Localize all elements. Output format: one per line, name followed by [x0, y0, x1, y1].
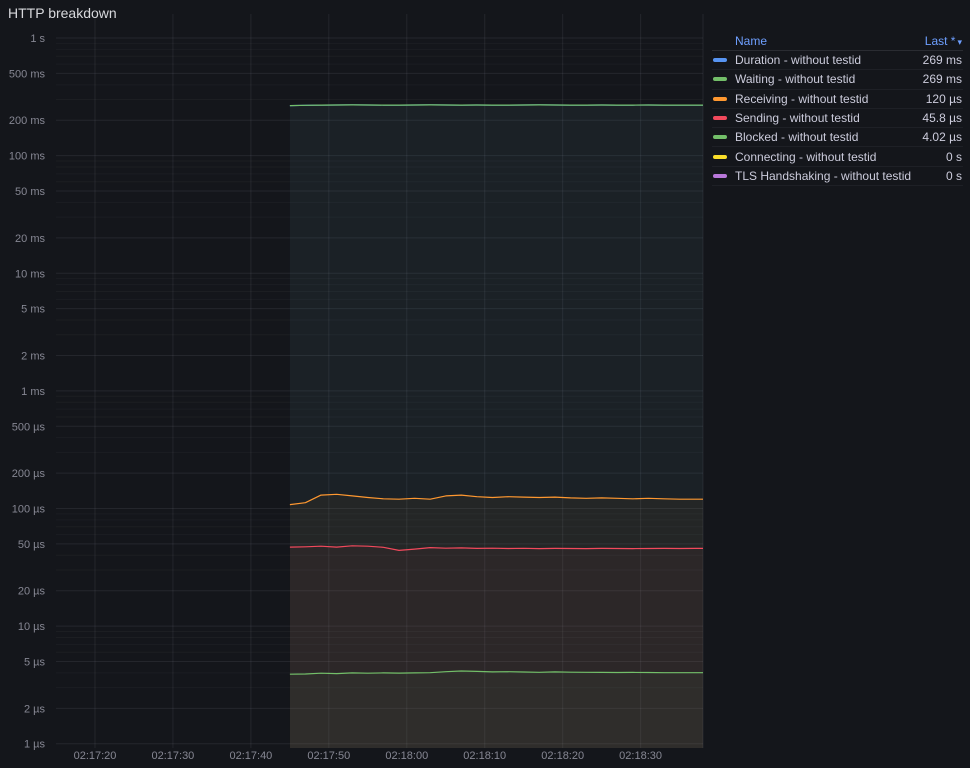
series-swatch — [713, 173, 727, 178]
series-swatch — [713, 96, 727, 101]
x-tick-label: 02:17:50 — [307, 750, 350, 762]
legend-row[interactable]: Sending - without testid 45.8 µs — [712, 109, 963, 129]
y-tick-label: 1 µs — [24, 739, 46, 751]
legend-row[interactable]: TLS Handshaking - without testid 0 s — [712, 167, 963, 187]
legend-label: Duration - without testid — [735, 53, 862, 68]
y-tick-label: 5 µs — [24, 657, 46, 669]
series-swatch — [713, 116, 727, 121]
y-tick-label: 200 ms — [9, 115, 46, 127]
chevron-down-icon: ▾ — [957, 36, 962, 47]
series-fill-duration-without-testid — [289, 104, 703, 748]
legend-rows: Duration - without testid 269 ms Waiting… — [712, 51, 963, 187]
legend-row[interactable]: Duration - without testid 269 ms — [712, 51, 963, 71]
y-tick-label: 200 µs — [12, 468, 46, 480]
y-tick-label: 1 s — [30, 33, 45, 45]
legend-value: 0 s — [945, 149, 962, 164]
y-tick-label: 2 ms — [21, 351, 45, 363]
legend-label: Sending - without testid — [735, 111, 860, 126]
legend-label: Receiving - without testid — [735, 91, 869, 106]
y-tick-label: 10 µs — [18, 621, 46, 633]
x-tick-label: 02:18:10 — [463, 750, 506, 762]
series-swatch — [713, 58, 727, 63]
legend-label: TLS Handshaking - without testid — [735, 168, 912, 183]
legend-row[interactable]: Connecting - without testid 0 s — [712, 147, 963, 167]
legend-row[interactable]: Receiving - without testid 120 µs — [712, 90, 963, 109]
legend-label: Blocked - without testid — [735, 130, 859, 145]
legend-row[interactable]: Waiting - without testid 269 ms — [712, 70, 963, 90]
y-tick-label: 2 µs — [24, 703, 46, 715]
y-tick-label: 100 ms — [9, 151, 46, 163]
x-axis: 02:17:20 02:17:30 02:17:40 02:17:50 02:18:00… — [74, 750, 662, 762]
legend-sort-label: Last * — [924, 34, 956, 48]
legend-row[interactable]: Blocked - without testid 4.02 µs — [712, 128, 963, 148]
series-swatch — [713, 135, 727, 140]
panel-title: HTTP breakdown — [8, 5, 117, 21]
legend-header: Name Last * ▾ — [712, 32, 963, 51]
series-line-receiving-without-testid — [289, 493, 703, 506]
series-fill-waiting-without-testid — [289, 104, 703, 748]
series-line-blocked-without-testid — [289, 670, 703, 675]
legend-table: Name Last * ▾ Duration - without testid … — [712, 32, 963, 187]
series-line-sending-without-testid — [289, 545, 703, 552]
series-fill-receiving-without-testid — [289, 494, 703, 748]
legend-column-name[interactable]: Name — [735, 34, 768, 48]
y-tick-label: 1 ms — [21, 386, 45, 398]
x-tick-label: 02:18:30 — [619, 750, 662, 762]
x-tick-label: 02:18:20 — [541, 750, 584, 762]
y-tick-label: 50 µs — [18, 539, 46, 551]
legend-value: 269 ms — [922, 53, 962, 68]
legend-label: Waiting - without testid — [735, 72, 856, 87]
y-tick-label: 500 ms — [9, 68, 46, 80]
y-tick-label: 20 µs — [18, 586, 46, 598]
x-tick-label: 02:17:20 — [74, 750, 117, 762]
series-swatch — [713, 77, 727, 82]
y-tick-label: 10 ms — [15, 268, 45, 280]
legend-value: 120 µs — [925, 91, 962, 106]
legend-value: 269 ms — [922, 72, 962, 87]
series-fills — [289, 104, 703, 748]
x-tick-label: 02:18:00 — [385, 750, 428, 762]
series-line-waiting-without-testid — [289, 104, 703, 107]
y-axis: 1 s 500 ms 200 ms 100 ms 50 ms 20 ms 10 ms 5 ms… — [9, 33, 46, 751]
series-lines — [289, 104, 703, 675]
series-fill-sending-without-testid — [289, 545, 703, 748]
x-tick-label: 02:17:40 — [229, 750, 272, 762]
gridlines — [56, 14, 704, 748]
legend-value: 0 s — [945, 168, 962, 183]
legend-label: Connecting - without testid — [735, 149, 877, 164]
legend-value: 4.02 µs — [922, 130, 962, 145]
y-tick-label: 50 ms — [15, 186, 45, 198]
y-tick-label: 20 ms — [15, 233, 45, 245]
y-tick-label: 5 ms — [21, 304, 45, 316]
y-tick-label: 100 µs — [12, 504, 46, 516]
y-tick-label: 500 µs — [12, 421, 46, 433]
series-fill-blocked-without-testid — [289, 671, 703, 748]
legend-value: 45.8 µs — [922, 111, 962, 126]
series-swatch — [713, 154, 727, 159]
legend-column-sort-last[interactable]: Last * ▾ — [925, 34, 962, 48]
x-tick-label: 02:17:30 — [151, 750, 194, 762]
